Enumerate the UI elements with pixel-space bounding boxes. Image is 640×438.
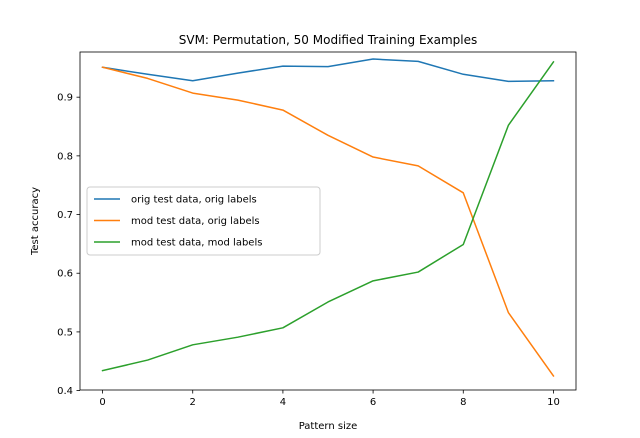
x-tick-label: 10 (547, 397, 560, 408)
x-tick-label: 2 (190, 397, 196, 408)
x-tick-label: 4 (280, 397, 286, 408)
y-tick-label: 0.9 (57, 93, 73, 104)
y-tick-label: 0.6 (57, 269, 73, 280)
series-line-mod-test-data-mod-labels (101, 60, 555, 372)
plot-area-frame (79, 51, 577, 391)
x-tick-label: 8 (460, 397, 466, 408)
y-tick-label: 0.8 (57, 151, 73, 162)
legend-label-mod-test-data-mod-labels: mod test data, mod labels (131, 238, 262, 249)
legend: orig test data, orig labels mod test data… (86, 186, 321, 256)
series-line-orig-test-data-orig-labels (101, 58, 555, 83)
y-tick-label: 0.4 (57, 386, 73, 397)
x-tick-label: 0 (99, 397, 105, 408)
x-axis: 0 2 4 6 8 10 (99, 390, 560, 408)
series-layer (101, 58, 555, 377)
chart-title: SVM: Permutation, 50 Modified Training E… (179, 33, 478, 47)
series-line-mod-test-data-orig-labels (101, 66, 555, 377)
y-axis-title: Test accuracy (30, 187, 41, 256)
y-axis: 0.4 0.5 0.6 0.7 0.8 0.9 (57, 93, 80, 397)
legend-label-orig-test-data-orig-labels: orig test data, orig labels (131, 195, 257, 206)
y-tick-label: 0.5 (57, 327, 73, 338)
x-axis-title: Pattern size (299, 421, 358, 432)
legend-box (86, 186, 321, 256)
x-tick-label: 6 (370, 397, 376, 408)
legend-label-mod-test-data-orig-labels: mod test data, orig labels (131, 216, 260, 227)
y-tick-label: 0.7 (57, 210, 73, 221)
